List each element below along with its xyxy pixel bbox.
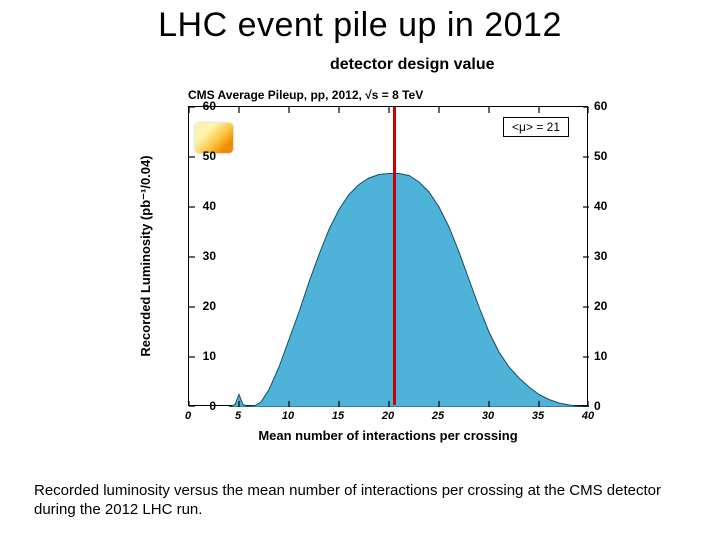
plot-title-sqrts: √s [365, 88, 378, 102]
y-tick-label: 40 [186, 199, 216, 213]
slide-title: LHC event pile up in 2012 [0, 6, 720, 45]
y-tick-label: 30 [186, 249, 216, 263]
y-tick-label: 10 [186, 349, 216, 363]
y-tick-label: 60 [186, 99, 216, 113]
x-tick-label: 25 [432, 410, 444, 422]
design-value-label: detector design value [330, 56, 495, 74]
x-axis-label: Mean number of interactions per crossing [188, 428, 588, 443]
caption-text: Recorded luminosity versus the mean numb… [34, 482, 694, 520]
x-tick-label: 10 [282, 410, 294, 422]
x-tick-label: 35 [532, 410, 544, 422]
chart-container: CMS Average Pileup, pp, 2012, √s = 8 TeV… [120, 88, 620, 458]
plot-area: <μ> = 21 [188, 106, 588, 406]
plot-title-eq: = 8 TeV [378, 88, 423, 102]
y-axis-label: Recorded Luminosity (pb⁻¹/0.04) [138, 155, 154, 356]
x-tick-label: 0 [185, 410, 191, 422]
plot-title: CMS Average Pileup, pp, 2012, √s = 8 TeV [188, 88, 423, 102]
y-tick-label-right: 0 [594, 399, 624, 413]
design-value-line [393, 107, 396, 405]
pileup-distribution [229, 174, 589, 408]
y-tick-label-right: 30 [594, 249, 624, 263]
y-tick-label-right: 40 [594, 199, 624, 213]
x-tick-label: 15 [332, 410, 344, 422]
y-tick-label-right: 50 [594, 149, 624, 163]
y-tick-label-right: 10 [594, 349, 624, 363]
y-tick-label-right: 20 [594, 299, 624, 313]
x-tick-label: 30 [482, 410, 494, 422]
y-tick-label-right: 60 [594, 99, 624, 113]
plot-svg [189, 107, 589, 407]
x-tick-label: 20 [382, 410, 394, 422]
x-tick-label: 5 [235, 410, 241, 422]
y-tick-label: 20 [186, 299, 216, 313]
mu-annotation: <μ> = 21 [503, 117, 569, 137]
x-tick-label: 40 [582, 410, 594, 422]
y-tick-label: 50 [186, 149, 216, 163]
